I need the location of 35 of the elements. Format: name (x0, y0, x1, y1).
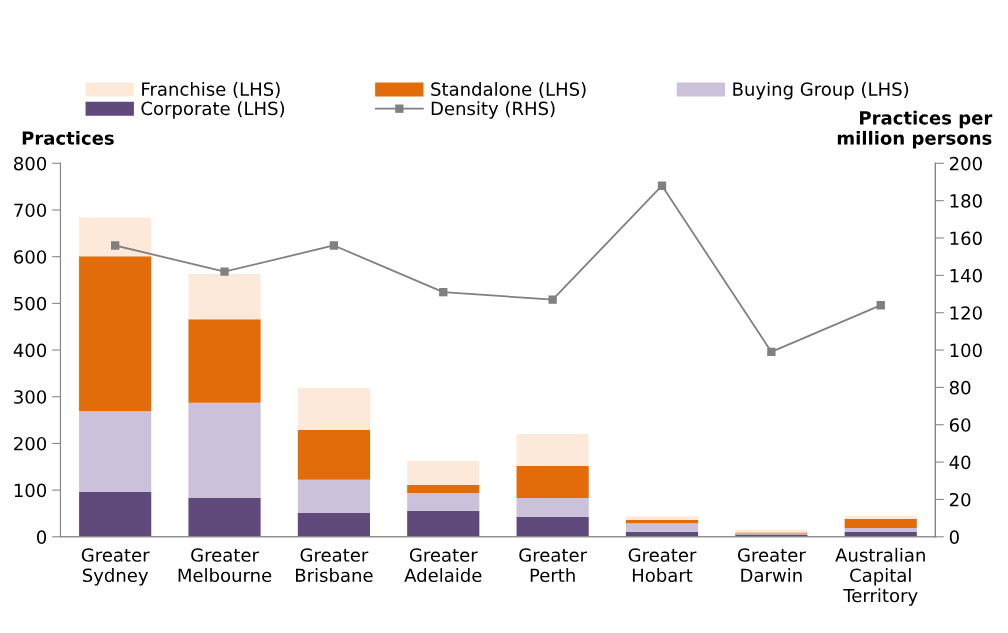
y2-tick-label: 140 (950, 268, 982, 283)
y2-tick-label: 20 (949, 492, 971, 507)
y-tick-label: 300 (14, 390, 47, 404)
x-tick-label: Greater Darwin (737, 548, 806, 583)
y-tick-label: 800 (14, 156, 47, 171)
x-tick-label: Australian Capital Territory (835, 547, 925, 606)
y-tick-label: 0 (36, 530, 47, 544)
legend-label: Franchise (LHS) (142, 81, 280, 99)
y2-tick-label: 40 (949, 455, 971, 470)
y2-tick-label: 120 (950, 306, 982, 320)
y-tick-label: 700 (14, 203, 47, 218)
legend-label: Density (RHS) (431, 101, 555, 119)
y2-tick-label: 80 (949, 380, 971, 395)
y2-axis-title: Practices per million persons (837, 110, 993, 149)
y2-tick-label: 180 (950, 194, 982, 208)
y2-tick-label: 200 (949, 156, 982, 171)
y-tick-label: 200 (14, 436, 47, 451)
x-tick-label: Greater Sydney (81, 548, 150, 586)
y-tick-label: 100 (14, 483, 47, 498)
y-tick-label: 400 (13, 343, 47, 358)
y-tick-label: 600 (14, 250, 47, 264)
legend-label: Standalone (LHS) (431, 81, 586, 99)
x-tick-label: Greater Hobart (628, 548, 697, 583)
y-tick-label: 500 (14, 296, 47, 311)
legend-label: Buying Group (LHS) (733, 81, 909, 100)
legend-label: Corporate (LHS) (141, 101, 285, 119)
y2-tick-label: 100 (950, 343, 982, 358)
y2-tick-label: 0 (949, 530, 959, 544)
x-tick-label: Greater Brisbane (296, 548, 373, 583)
y2-tick-label: 60 (949, 418, 971, 432)
x-tick-label: Greater Perth (519, 548, 588, 583)
x-tick-label: Greater Adelaide (404, 548, 482, 583)
x-tick-label: Greater Melbourne (178, 548, 272, 583)
y-axis-title: Practices (22, 130, 114, 145)
y2-tick-label: 160 (950, 231, 982, 246)
